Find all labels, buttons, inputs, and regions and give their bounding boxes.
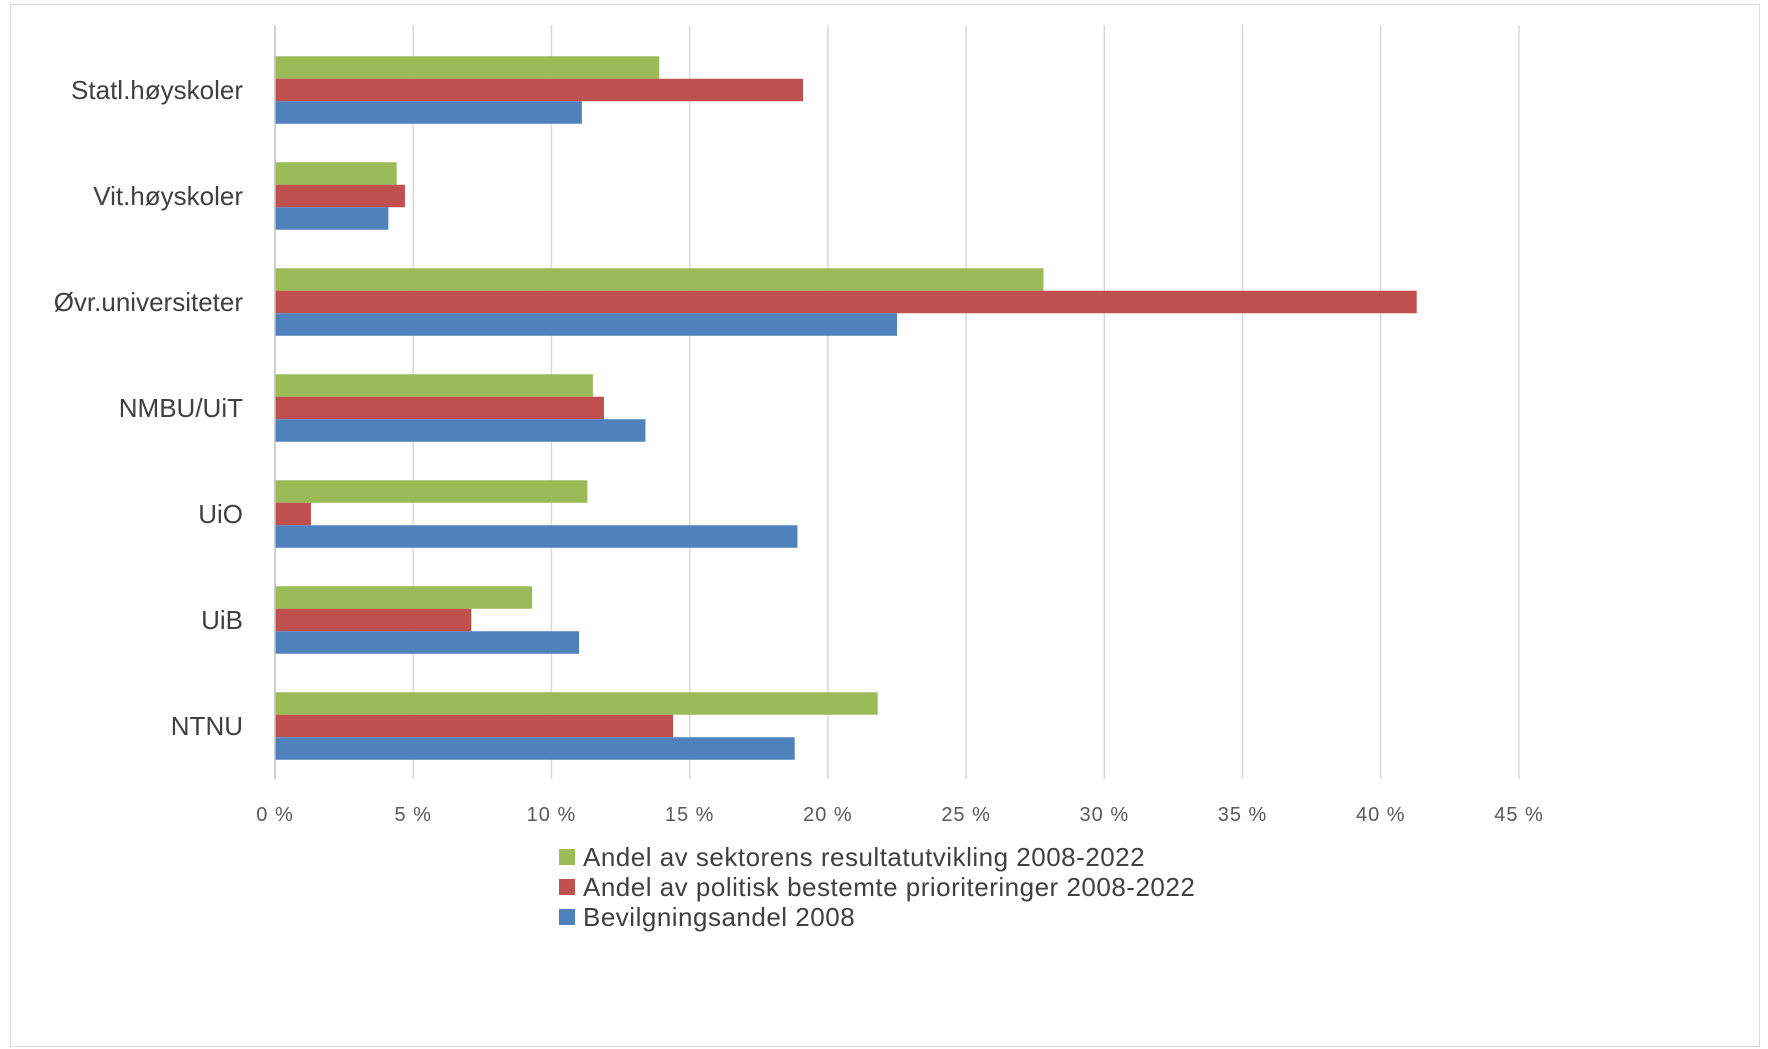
x-tick-label: 15 %	[665, 804, 715, 826]
bar-prioriteringer	[275, 502, 311, 526]
bar-chart: Statl.høyskoler Vit.høyskoler Øvr.universi…	[54, 25, 1544, 932]
legend-label: Andel av sektorens resultatutvikling 200…	[583, 842, 1145, 872]
bar-prioriteringer	[275, 396, 604, 420]
category-label: Øvr.universiteter	[54, 287, 244, 317]
bar-resultatutvikling	[275, 162, 397, 185]
legend-swatch	[559, 879, 575, 895]
x-tick-label: 45 %	[1494, 804, 1544, 826]
bar-bevilgning	[275, 737, 795, 760]
category-label: NMBU/UiT	[119, 393, 243, 423]
legend-swatch	[559, 849, 575, 865]
axes: Statl.høyskoler Vit.høyskoler Øvr.universi…	[54, 25, 1544, 826]
bar-resultatutvikling	[275, 56, 660, 79]
bar-prioriteringer	[275, 608, 472, 632]
x-tick-label: 40 %	[1356, 804, 1406, 826]
category-label: UiB	[201, 605, 243, 635]
x-tick-label: 30 %	[1080, 804, 1130, 826]
bar-bevilgning	[275, 525, 798, 548]
chart-frame: Statl.høyskoler Vit.høyskoler Øvr.universi…	[10, 4, 1760, 1047]
x-tick-label: 25 %	[941, 804, 991, 826]
x-tick-label: 10 %	[527, 804, 577, 826]
category-label: Vit.høyskoler	[93, 181, 243, 211]
bar-resultatutvikling	[275, 268, 1044, 291]
bar-resultatutvikling	[275, 374, 593, 397]
legend: Andel av sektorens resultatutvikling 200…	[559, 842, 1195, 932]
legend-label: Andel av politisk bestemte prioriteringe…	[583, 872, 1195, 902]
bar-prioriteringer	[275, 290, 1417, 314]
bar-resultatutvikling	[275, 692, 878, 715]
category-label: NTNU	[171, 711, 243, 741]
x-tick-label: 5 %	[394, 804, 431, 826]
bars	[275, 56, 1417, 760]
category-label: Statl.høyskoler	[71, 75, 243, 105]
x-tick-label: 20 %	[803, 804, 853, 826]
category-label: UiO	[198, 499, 243, 529]
bar-prioriteringer	[275, 78, 804, 102]
bar-resultatutvikling	[275, 480, 588, 503]
bar-bevilgning	[275, 313, 897, 336]
bar-bevilgning	[275, 101, 582, 124]
bar-resultatutvikling	[275, 586, 533, 609]
bar-bevilgning	[275, 207, 389, 230]
bar-prioriteringer	[275, 184, 405, 208]
bar-prioriteringer	[275, 714, 674, 738]
grid-lines	[412, 25, 1520, 779]
x-tick-label: 0 %	[256, 804, 293, 826]
bar-bevilgning	[275, 419, 646, 442]
x-tick-label: 35 %	[1218, 804, 1268, 826]
legend-swatch	[559, 909, 575, 925]
legend-label: Bevilgningsandel 2008	[583, 902, 855, 932]
bar-bevilgning	[275, 631, 580, 654]
